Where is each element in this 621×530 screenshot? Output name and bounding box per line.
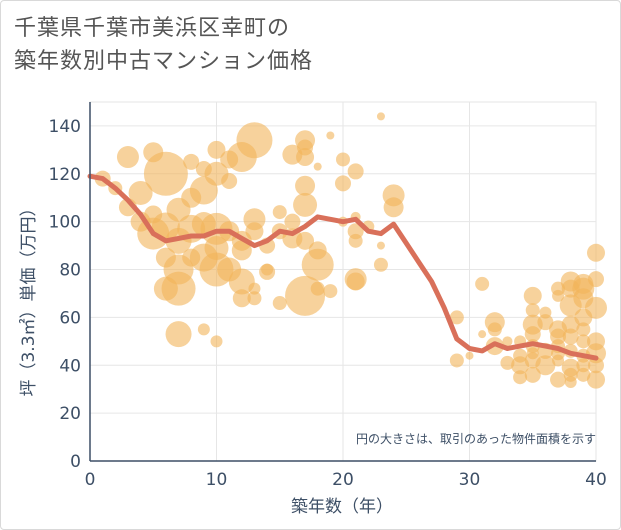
bubble-point: [513, 348, 528, 363]
bubble-point: [232, 289, 251, 308]
y-tick-label: 0: [70, 452, 81, 472]
bubble-point: [296, 148, 315, 167]
bubble-point: [161, 271, 196, 306]
bubble-point: [576, 334, 591, 349]
bubble-point: [293, 192, 318, 217]
bubble-point: [552, 289, 565, 302]
bubble-point: [301, 248, 334, 281]
bubble-size-note: 円の大きさは、取引のあった物件面積を示す: [356, 431, 596, 446]
x-tick-label: 20: [332, 470, 354, 490]
bubble-point: [272, 205, 287, 220]
bubble-point: [513, 370, 528, 385]
y-tick-label: 120: [49, 165, 81, 185]
bubble-point: [539, 306, 552, 319]
bubble-point: [588, 271, 604, 288]
x-axis-label: 築年数（年）: [291, 497, 393, 517]
bubble-point: [165, 321, 192, 348]
chart-title-line-1: 千葉県千葉市美浜区幸町の: [14, 16, 291, 41]
bubble-point: [587, 370, 605, 389]
bubble-point: [376, 241, 385, 250]
bubble-point: [346, 272, 365, 291]
bubble-point: [585, 296, 607, 319]
bubble-point: [207, 140, 226, 159]
bubble-point: [537, 314, 554, 331]
bubble-point: [502, 336, 513, 347]
bubble-point: [336, 152, 350, 167]
bubble-point: [572, 277, 595, 300]
bubble-point: [576, 322, 591, 337]
bubble-point: [284, 213, 301, 230]
bubble-point: [116, 146, 139, 169]
x-tick-label: 30: [459, 470, 481, 490]
bubble-point: [248, 282, 261, 295]
bubble-point: [261, 263, 274, 276]
bubble-point: [576, 367, 591, 382]
bubble-point: [296, 231, 315, 250]
bubble-point: [313, 162, 322, 171]
bubble-point: [323, 284, 338, 299]
bubble-point: [295, 175, 316, 196]
average-price-line: [87, 173, 599, 361]
x-tick-label: 40: [585, 470, 607, 490]
chart-title-line-2: 築年数別中古マンション価格: [14, 49, 314, 74]
bubble-point: [376, 112, 385, 121]
y-tick-label: 20: [59, 404, 81, 424]
bubble-point: [500, 355, 515, 370]
bubble-point: [236, 122, 273, 159]
bubble-point: [524, 366, 541, 383]
average-price-polyline: [87, 173, 599, 361]
bubble-point: [523, 286, 542, 305]
y-tick-label: 60: [59, 308, 81, 328]
bubble-point: [348, 233, 363, 248]
y-axis-label: 坪（3.3㎡）単価（万円）: [19, 199, 39, 396]
bubble-point: [210, 335, 223, 348]
bubble-point: [588, 357, 604, 374]
y-tick-label: 100: [49, 213, 81, 233]
chart-title: 千葉県千葉市美浜区幸町の 築年数別中古マンション価格: [14, 12, 313, 78]
bubble-point: [326, 131, 335, 140]
bubble-point: [347, 163, 364, 180]
y-tick-label: 40: [59, 356, 81, 376]
y-tick-label: 140: [49, 117, 81, 137]
bubble-point: [449, 310, 464, 325]
bubble-point: [552, 354, 565, 367]
bubble-series: [94, 112, 607, 389]
bubble-point: [310, 281, 325, 296]
bubble-point: [295, 130, 316, 151]
bubble-point: [587, 243, 605, 262]
bubble-point: [550, 371, 567, 388]
bubble-point: [535, 355, 556, 376]
bubble-point: [183, 153, 200, 170]
bubble-point: [564, 376, 577, 389]
bubble-point: [231, 240, 252, 261]
bubble-point: [228, 268, 255, 295]
x-tick-label: 10: [206, 470, 228, 490]
bubble-point: [478, 330, 487, 339]
bubble-point: [487, 322, 502, 337]
bubble-point: [221, 172, 238, 189]
bubble-point: [197, 323, 210, 336]
bubble-point: [525, 303, 540, 318]
bubble-point: [465, 351, 474, 360]
bubble-point: [524, 326, 541, 343]
bubble-point: [383, 197, 404, 218]
y-tick-label: 80: [59, 261, 81, 281]
x-tick-label: 0: [85, 470, 96, 490]
bubble-point: [247, 291, 262, 306]
bubble-point: [449, 353, 464, 368]
axes: 0 20 40 60 80 100 120 140 0 10 20 30 40: [49, 102, 607, 490]
bubble-point: [475, 276, 490, 291]
bubble-point: [576, 358, 591, 373]
bubble-point: [335, 175, 351, 192]
bubble-point: [128, 180, 153, 205]
bubble-point: [245, 222, 264, 241]
bubble-point: [272, 296, 287, 311]
bubble-point: [308, 241, 327, 260]
bubble-point: [373, 257, 388, 272]
bubble-point: [143, 151, 188, 196]
bubble-point: [562, 328, 579, 345]
